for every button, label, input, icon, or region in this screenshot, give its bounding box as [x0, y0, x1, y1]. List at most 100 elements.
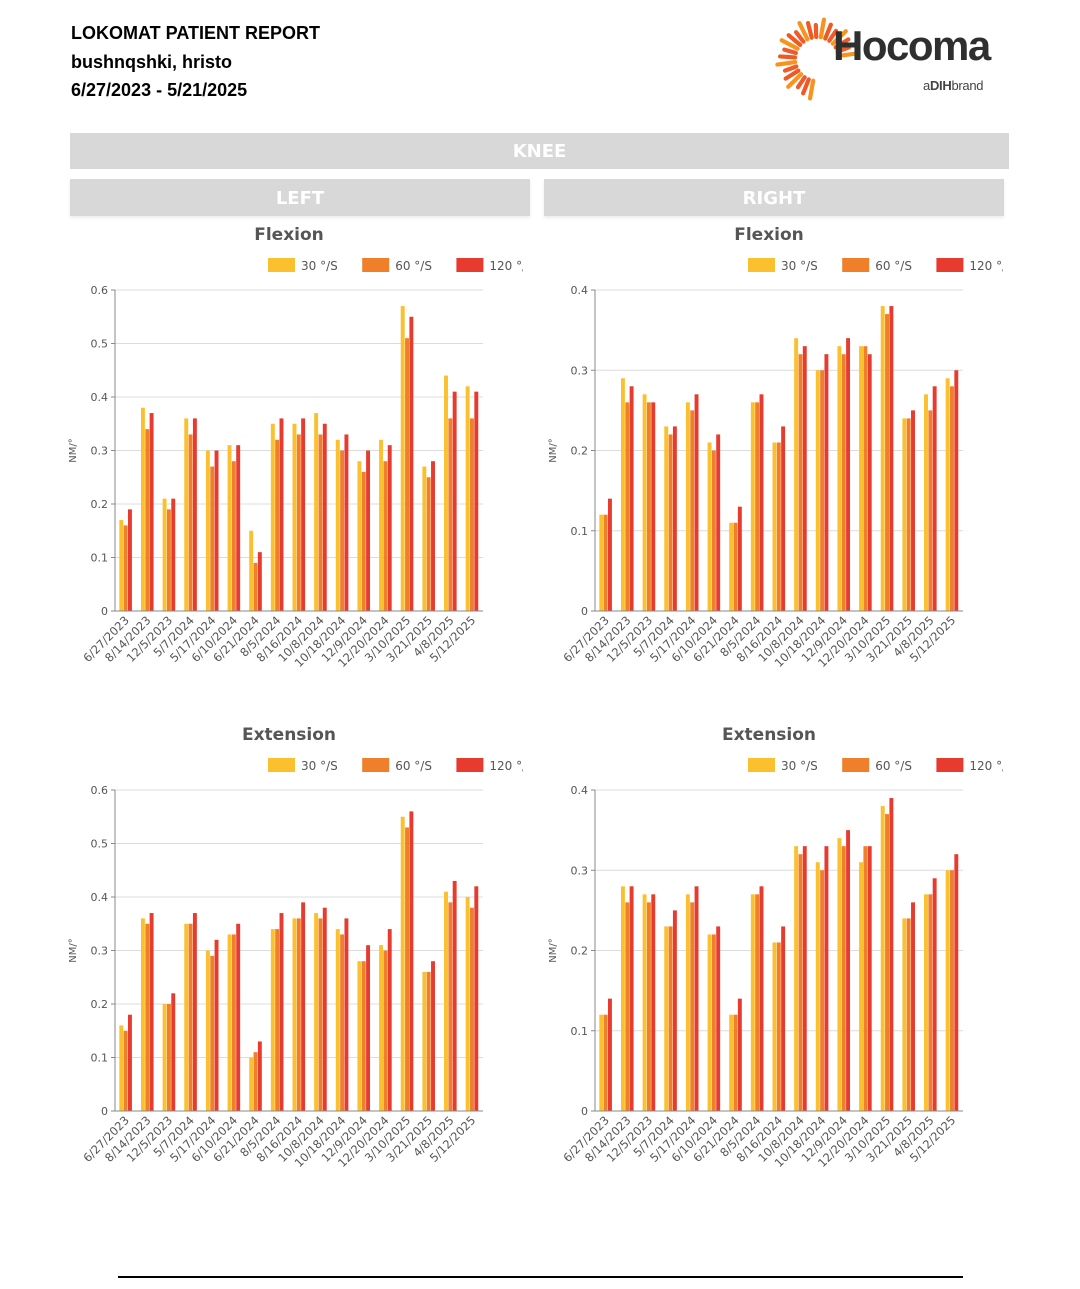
bar — [820, 370, 825, 611]
chart-title: Flexion — [734, 225, 804, 245]
bar — [292, 918, 297, 1111]
bar — [400, 306, 405, 611]
bar — [859, 862, 864, 1111]
bar — [236, 923, 241, 1111]
y-tick-label: 0.4 — [571, 284, 589, 297]
y-axis-label: NM/° — [548, 938, 559, 962]
logo-ray — [830, 29, 848, 46]
legend-label: 120 °/S — [969, 759, 1003, 773]
logo-ray — [833, 37, 851, 50]
bar — [296, 434, 301, 611]
bar — [140, 407, 145, 611]
bar — [192, 913, 197, 1111]
bar — [366, 450, 371, 611]
bar — [119, 520, 124, 611]
legend-swatch — [362, 758, 390, 772]
legend-label: 60 °/S — [395, 759, 432, 773]
legend-swatch — [456, 258, 484, 272]
y-tick-label: 0.1 — [571, 1025, 589, 1038]
bar — [651, 402, 656, 611]
bar — [733, 1014, 738, 1111]
bar — [314, 913, 319, 1111]
bar — [470, 418, 474, 611]
bar — [344, 918, 349, 1111]
bar — [950, 386, 954, 611]
logo-ray — [793, 30, 806, 44]
bar — [772, 442, 777, 611]
logo-ray — [818, 17, 827, 40]
bar — [448, 902, 453, 1111]
bar — [227, 934, 232, 1111]
legend-label: 30 °/S — [781, 759, 818, 773]
legend-label: 120 °/S — [489, 759, 523, 773]
bar — [444, 891, 448, 1111]
bar — [270, 423, 275, 611]
bar — [924, 394, 928, 611]
bar — [815, 862, 820, 1111]
bar — [664, 926, 669, 1111]
y-tick-label: 0.1 — [91, 552, 109, 565]
report-header: LOKOMAT PATIENT REPORT bushnqshki, hrist… — [71, 19, 320, 105]
bar — [603, 1014, 608, 1111]
chart-left-flexion: Flexion 30 °/S 60 °/S 120 °/S 0 0.1 0.2 0.3 0.4 0… — [63, 218, 523, 678]
bar — [685, 402, 690, 611]
bar — [690, 410, 695, 611]
y-tick-label: 0.3 — [571, 364, 589, 377]
bar — [322, 423, 327, 611]
bar — [426, 477, 431, 611]
bar — [379, 945, 384, 1111]
bar — [205, 950, 210, 1111]
bar — [945, 378, 950, 611]
bar — [750, 402, 755, 611]
chart-svg: Extension 30 °/S 60 °/S 120 °/S 0 0.1 0.2 0.3 0.… — [548, 725, 1003, 1170]
bar — [275, 439, 280, 611]
bar — [431, 461, 435, 611]
bar — [275, 929, 280, 1111]
bar — [711, 934, 716, 1111]
legend-label: 30 °/S — [781, 259, 818, 273]
bar — [192, 418, 197, 611]
bar — [664, 426, 669, 611]
bar — [249, 1057, 254, 1111]
y-tick-label: 0.6 — [91, 284, 109, 297]
bar — [145, 923, 150, 1111]
bar — [314, 413, 319, 611]
bar — [188, 434, 193, 611]
bar — [366, 945, 371, 1111]
y-tick-label: 0.4 — [91, 891, 109, 904]
section-title-knee: KNEE — [70, 133, 1009, 169]
bar — [361, 471, 366, 611]
y-tick-label: 0.2 — [91, 498, 109, 511]
bar — [776, 442, 781, 611]
bar — [902, 918, 907, 1111]
bar — [231, 934, 236, 1111]
bar — [452, 880, 457, 1111]
legend-swatch — [936, 258, 964, 272]
bar — [815, 370, 820, 611]
bar — [620, 378, 625, 611]
y-tick-label: 0.3 — [91, 945, 109, 958]
legend-label: 60 °/S — [875, 259, 912, 273]
y-tick-label: 0.2 — [91, 998, 109, 1011]
bar — [361, 961, 366, 1111]
bar — [409, 811, 414, 1111]
bar — [729, 1014, 734, 1111]
y-tick-label: 0.2 — [571, 445, 589, 458]
logo-ray — [807, 78, 816, 101]
bar — [841, 354, 846, 611]
bar — [383, 461, 388, 611]
bar — [928, 410, 933, 611]
bar — [625, 402, 630, 611]
y-tick-label: 0 — [101, 1105, 108, 1118]
bar — [928, 894, 933, 1111]
legend-label: 120 °/S — [489, 259, 523, 273]
bar — [716, 434, 721, 611]
bar — [184, 923, 189, 1111]
chart-svg: Extension 30 °/S 60 °/S 120 °/S 0 0.1 0.2 0.3 0.… — [68, 725, 523, 1170]
bar — [357, 961, 362, 1111]
bar — [607, 498, 612, 611]
bar — [383, 950, 388, 1111]
bar — [889, 798, 894, 1111]
bar — [119, 1025, 124, 1111]
bar — [707, 442, 712, 611]
